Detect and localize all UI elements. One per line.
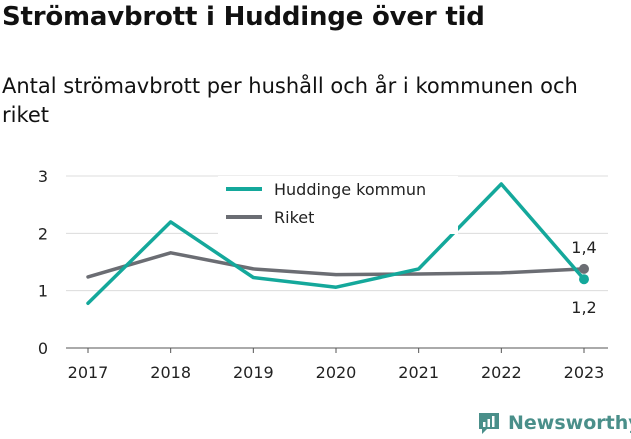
chart-title: Strömavbrott i Huddinge över tid [2,2,485,32]
x-tick-label: 2019 [233,363,274,382]
series-line-riket [86,251,586,279]
y-tick-label: 1 [38,282,48,301]
y-tick-label: 3 [38,167,48,186]
annotation-marker [579,263,589,274]
x-tick-label: 2020 [316,363,357,382]
legend-label: Riket [274,208,314,227]
x-tick-label: 2022 [481,363,522,382]
series-line-huddinge-kommun [86,182,586,306]
y-axis: 0 1 2 3 [38,167,48,358]
chart-subtitle: Antal strömavbrott per hushåll och år i … [2,74,578,127]
x-tick-label: 2018 [150,363,191,382]
annotations: 1,4 1,2 [571,238,596,317]
x-tick-label: 2017 [68,363,109,382]
x-tick-label: 2021 [398,363,439,382]
newsworthy-logo-icon [479,413,499,434]
annotation-label: 1,2 [571,298,596,317]
series-lines [86,182,586,306]
brand-logo: Newsworthy [476,409,631,437]
x-axis: 2017 2018 2019 2020 2021 2022 2023 [68,348,605,382]
legend-label: Huddinge kommun [274,180,426,199]
legend: Huddinge kommun Riket [218,176,458,234]
annotation-label: 1,4 [571,238,596,257]
annotation-marker [579,274,589,285]
x-tick-label: 2023 [564,363,605,382]
brand-name: Newsworthy [508,412,631,434]
legend-background [218,176,458,234]
y-tick-label: 0 [38,339,48,358]
y-tick-label: 2 [38,224,48,243]
